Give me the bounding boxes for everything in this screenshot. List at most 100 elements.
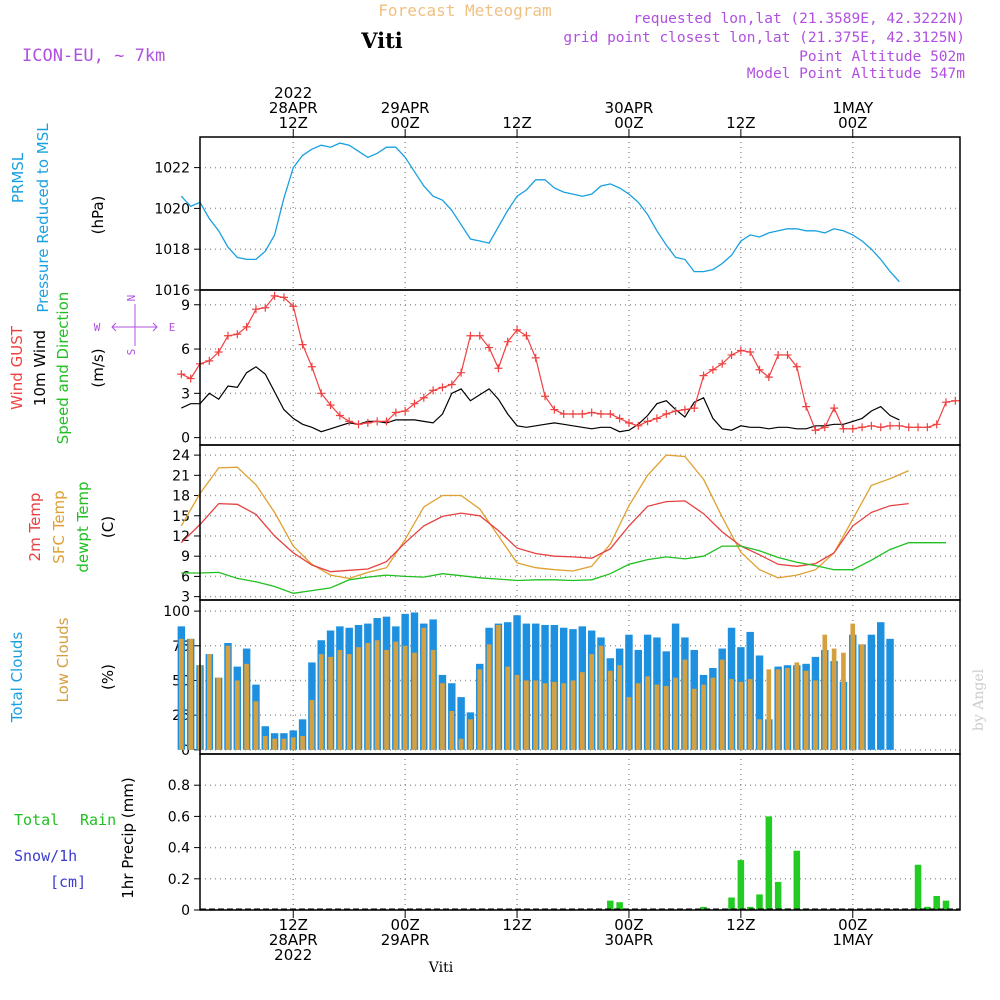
gust-marker — [279, 293, 288, 302]
low-cloud-bar — [384, 649, 389, 750]
gust-marker — [820, 423, 829, 432]
panel-frame-2 — [199, 289, 961, 446]
rain-bar — [616, 902, 623, 910]
gust-marker — [177, 370, 186, 379]
y-tick-label: 0 — [181, 431, 190, 447]
gust-marker — [541, 392, 550, 401]
point-altitude: Point Altitude 502m — [799, 49, 965, 65]
y-tick-label: 12 — [172, 529, 190, 545]
low-cloud-bar — [188, 638, 194, 750]
requested-coords: requested lon,lat (21.3589E, 42.3222N) — [633, 11, 965, 27]
low-cloud-bar — [514, 674, 520, 750]
gust-marker — [466, 331, 475, 340]
low-cloud-bar — [290, 737, 296, 750]
low-cloud-bar — [766, 669, 772, 750]
rain-bar — [756, 894, 763, 910]
gust-marker — [373, 417, 382, 426]
rain-label-total: Total — [14, 811, 59, 829]
panel-frame-5 — [199, 753, 961, 911]
bottom-time-label: 30APR — [605, 931, 654, 949]
rain-bar — [746, 906, 754, 910]
bottom-time-label: 12Z — [502, 916, 531, 934]
gust-marker — [251, 305, 260, 314]
y-tick-label: 18 — [172, 489, 190, 505]
t2m-line — [180, 500, 909, 573]
gust-marker — [382, 417, 391, 426]
low-cloud-bar — [309, 699, 315, 750]
low-cloud-bar — [234, 680, 240, 750]
y-tick-label: 9 — [181, 549, 190, 565]
top-time-label: 30APR — [605, 99, 654, 117]
top-time-label: 29APR — [381, 99, 430, 117]
low-cloud-bar — [225, 645, 231, 750]
gust-marker — [223, 331, 232, 340]
low-cloud-bar — [356, 647, 361, 750]
low-cloud-bar — [216, 677, 221, 750]
low-cloud-bar — [841, 652, 846, 750]
y-tick-label: 3 — [181, 590, 190, 606]
rain-bar — [728, 897, 735, 910]
gust-marker — [783, 350, 792, 359]
total-cloud-bar — [867, 634, 876, 750]
low-cloud-bar — [337, 649, 343, 750]
gust-marker — [736, 346, 745, 355]
y-tick-label: 0.8 — [168, 778, 190, 794]
gust-marker — [205, 356, 214, 365]
prmsl-desc-label: Pressure Reduced to MSL — [34, 123, 52, 313]
gust-marker — [671, 407, 680, 416]
gust-marker — [317, 389, 326, 398]
gust-marker — [494, 364, 503, 373]
low-cloud-bar — [859, 644, 865, 750]
wind-label: 10m Wind — [31, 330, 49, 406]
low-cloud-bar — [430, 649, 436, 750]
low-cloud-bar — [533, 680, 539, 750]
low-cloud-bar — [738, 681, 744, 750]
product-title: Forecast Meteogram — [378, 1, 551, 20]
gust-marker — [718, 359, 727, 368]
gust-marker — [727, 350, 736, 359]
low-cloud-bar — [468, 719, 473, 750]
gust-marker — [298, 340, 307, 349]
total-cloud-bar — [877, 622, 885, 750]
low-cloud-bar — [719, 659, 725, 750]
y-tick-label: 1020 — [154, 201, 190, 217]
gust-marker — [774, 350, 783, 359]
tsfc-label: SFC Temp — [50, 490, 68, 563]
gust-marker — [438, 383, 447, 392]
rain-bar — [607, 900, 614, 910]
y-tick-label: 6 — [181, 569, 190, 585]
low-cloud-bar — [486, 644, 492, 750]
gust-marker — [886, 421, 895, 430]
model-altitude: Model Point Altitude 547m — [747, 66, 966, 82]
low-cloud-bar — [496, 624, 501, 750]
low-cloud-bar — [440, 683, 445, 750]
gust-marker — [429, 386, 438, 395]
gust-marker — [755, 365, 764, 374]
rain-bar — [924, 906, 931, 910]
gust-marker — [354, 420, 363, 429]
gust-marker — [904, 423, 913, 432]
top-time-label: 2022 — [274, 84, 312, 102]
rain-bar — [933, 895, 940, 910]
gust-marker — [848, 424, 857, 433]
gust-marker — [233, 330, 242, 339]
top-time-label: 12Z — [279, 114, 308, 132]
low-cloud-bar — [831, 648, 837, 750]
wind-line — [181, 366, 900, 433]
compass-east: E — [169, 321, 176, 334]
gust-marker — [289, 302, 298, 311]
panel-frame-1 — [199, 136, 961, 291]
low-cloud-bar — [253, 701, 259, 750]
bottom-time-label: 29APR — [381, 931, 430, 949]
gust-marker — [746, 348, 755, 356]
y-tick-label: 1022 — [154, 161, 190, 177]
place-title: Viti — [360, 28, 403, 53]
compass-north: N — [125, 295, 138, 302]
gust-marker — [802, 402, 811, 411]
low-cloud-bar — [617, 665, 622, 750]
low-cloud-bar — [813, 680, 818, 750]
low-cloud-bar — [673, 677, 678, 750]
y-tick-label: 1016 — [154, 283, 190, 299]
rain-label-rain: Rain — [80, 811, 116, 829]
gust-marker — [186, 374, 195, 383]
